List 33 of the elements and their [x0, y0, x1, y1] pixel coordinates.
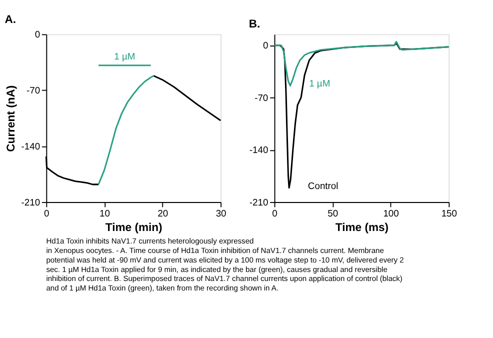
x-tick-label: 20 [158, 208, 168, 219]
x-tick-label: 10 [100, 208, 110, 219]
y-tick-label: -140 [249, 144, 268, 156]
annotation: 1 µM [114, 50, 136, 62]
x-tick-label: 0 [272, 208, 278, 219]
text: in Xenopus oocytes. - A. Time course of Hd1a Toxin inhibition of NaV1.7 channels current. Membrane [46, 246, 384, 255]
x-axis-title: Time (ms) [335, 222, 389, 234]
y-tick-label: 0 [262, 40, 268, 51]
line-series [98, 75, 154, 186]
y-tick-label: -210 [249, 196, 268, 208]
y-tick-label: -210 [21, 196, 40, 208]
x-tick-label: 0 [44, 208, 50, 219]
y-tick-label: -140 [21, 140, 40, 152]
x-tick-label: 100 [383, 208, 399, 219]
y-tick-label: -70 [254, 92, 268, 103]
text: potential was held at -90 mV and current was elicited by a 100 ms voltage step to -10 mV, delivered every 2 [46, 255, 404, 264]
x-tick-label: 30 [216, 208, 226, 219]
x-tick-label: 150 [441, 208, 458, 219]
text: and of 1 µM Hd1a Toxin (green), taken from the recording shown in A. [46, 284, 279, 293]
y-axis-title: Current (nA) [6, 85, 18, 152]
chart-title: B. [248, 18, 260, 31]
chart-title: A. [4, 14, 16, 26]
line-series [152, 75, 222, 122]
series-label: 1 µM [309, 78, 330, 89]
x-axis-title: Time (min) [105, 222, 163, 234]
line-series [274, 40, 450, 86]
x-tick-label: 50 [328, 208, 338, 219]
text: Hd1a Toxin inhibits NaV1.7 currents heterologously expressed [46, 236, 254, 246]
text: inhibition of current. B. Superimposed traces of NaV1.7 channel currents upon application of control (black) [46, 274, 403, 284]
series-label: Control [308, 180, 338, 191]
y-tick-label: -70 [26, 84, 40, 96]
y-tick-label: 0 [34, 28, 40, 40]
text: sec. 1 µM Hd1a Toxin applied for 9 min, as indicated by the bar (green), causes gradual and reversible [46, 264, 388, 274]
